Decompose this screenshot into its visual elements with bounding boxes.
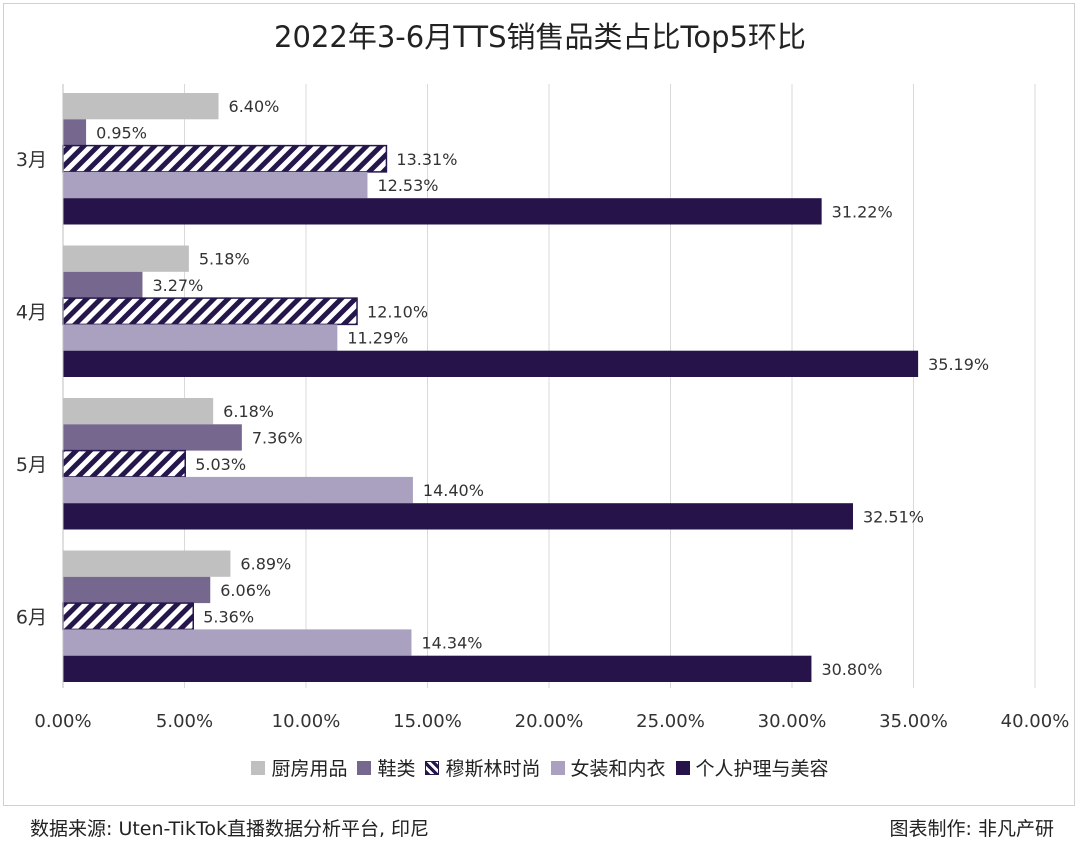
legend-swatch	[251, 760, 266, 775]
bar	[63, 655, 812, 682]
data-label: 11.29%	[347, 329, 408, 348]
bar	[63, 476, 413, 504]
bar	[63, 629, 412, 656]
data-label: 6.18%	[223, 402, 274, 421]
bar	[63, 398, 214, 425]
data-label: 6.89%	[240, 555, 291, 574]
legend-swatch	[357, 760, 372, 775]
data-label: 3.27%	[152, 276, 203, 295]
data-label: 6.40%	[229, 97, 280, 116]
data-label: 12.10%	[367, 302, 428, 321]
bar	[62, 449, 186, 478]
bar	[63, 550, 231, 577]
x-tick-label: 10.00%	[272, 711, 341, 732]
data-label: 14.40%	[423, 481, 484, 500]
legend-label: 个人护理与美容	[695, 758, 829, 780]
legend-item: 鞋类	[357, 754, 415, 781]
bar	[62, 144, 388, 173]
bar	[63, 324, 338, 351]
legend-label: 鞋类	[377, 758, 416, 780]
data-label: 5.03%	[195, 455, 246, 474]
data-label: 12.53%	[377, 176, 438, 195]
legend-swatch	[675, 760, 690, 775]
bar	[62, 297, 358, 326]
legend-label: 厨房用品	[271, 758, 348, 780]
y-category-label: 4月	[16, 301, 47, 323]
x-tick-label: 25.00%	[636, 711, 705, 732]
legend-label: 穆斯林时尚	[445, 758, 541, 780]
data-label: 6.06%	[220, 581, 271, 600]
y-category-label: 3月	[16, 149, 47, 171]
x-tick-label: 15.00%	[393, 711, 462, 732]
x-tick-label: 20.00%	[515, 711, 584, 732]
bar	[63, 171, 368, 199]
chart-title: 2022年3-6月TTS销售品类占比Top5环比	[274, 20, 806, 54]
data-label: 32.51%	[863, 507, 924, 526]
bar	[63, 350, 919, 377]
x-tick-label: 35.00%	[879, 711, 948, 732]
legend-item: 厨房用品	[251, 754, 347, 781]
bar	[63, 245, 189, 272]
legend-item: 女装和内衣	[550, 754, 666, 781]
data-label: 31.22%	[832, 202, 893, 221]
legend-swatch	[550, 760, 565, 775]
bar	[63, 424, 242, 451]
x-tick-label: 40.00%	[1001, 711, 1070, 732]
data-label: 13.31%	[396, 150, 457, 169]
data-label: 14.34%	[421, 634, 482, 653]
bar	[62, 602, 194, 631]
bar	[63, 271, 143, 299]
bar	[63, 119, 87, 146]
data-source: 数据来源: Uten-TikTok直播数据分析平台, 印尼	[30, 818, 430, 840]
bar	[63, 576, 211, 604]
x-tick-label: 0.00%	[34, 711, 91, 732]
data-label: 5.18%	[199, 250, 250, 269]
data-label: 7.36%	[252, 428, 303, 447]
y-category-label: 5月	[16, 454, 47, 476]
x-tick-label: 30.00%	[758, 711, 827, 732]
legend-swatch	[425, 760, 440, 775]
data-label: 30.80%	[821, 660, 882, 679]
y-category-label: 6月	[16, 606, 47, 628]
data-label: 5.36%	[203, 607, 254, 626]
bar	[63, 93, 219, 120]
chart-legend: 厨房用品 鞋类 穆斯林时尚 女装和内衣 个人护理与美容	[0, 754, 1080, 781]
data-label: 35.19%	[928, 355, 989, 374]
x-tick-label: 5.00%	[156, 711, 213, 732]
legend-label: 女装和内衣	[570, 758, 666, 780]
chart-credit: 图表制作: 非凡产研	[889, 818, 1054, 840]
data-label: 0.95%	[96, 123, 147, 142]
bar	[63, 503, 853, 530]
bar	[63, 198, 822, 225]
legend-item: 个人护理与美容	[675, 754, 829, 781]
legend-item: 穆斯林时尚	[425, 754, 541, 781]
